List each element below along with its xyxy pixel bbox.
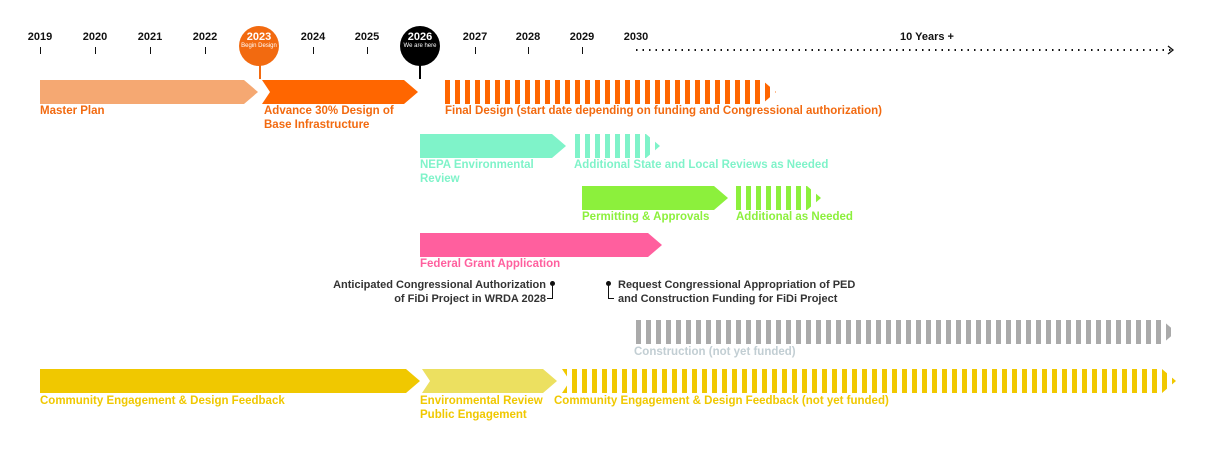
final-design-label: Final Design (start date depending on fu…: [445, 105, 883, 117]
marker-stem: [259, 65, 261, 79]
construction-arrow: [636, 320, 1176, 344]
we-are-here-marker: 2026 We are here: [400, 26, 440, 66]
appropriation-pin-icon: [606, 281, 611, 286]
year-tick: [582, 47, 583, 54]
year-label: 2021: [137, 31, 163, 43]
additional-reviews-arrow: [575, 134, 660, 158]
community-future-label: Community Engagement & Design Feedback (…: [554, 395, 889, 407]
env-public-engagement-arrow: [422, 369, 557, 393]
marker-text: Begin Design: [241, 43, 277, 49]
advance-design-arrow: [262, 80, 418, 104]
year-label: 2020: [82, 31, 108, 43]
master-plan-arrow: [40, 80, 258, 104]
year-tick: [205, 47, 206, 54]
final-design-arrow: [445, 80, 776, 104]
authorization-pin-icon: [550, 281, 555, 286]
year-tick: [475, 47, 476, 54]
nepa-label: NEPA Environmental Review: [420, 159, 534, 185]
annotation-line: of FiDi Project in WRDA 2028: [394, 293, 546, 305]
permitting-arrow: [582, 186, 728, 210]
begin-design-marker: 2023 Begin Design: [239, 26, 279, 66]
annotation-line: Request Congressional Appropriation of P…: [618, 279, 856, 291]
community-future-arrow: [562, 369, 1176, 393]
additional-needed-arrow: [736, 186, 821, 210]
additional-reviews-label: Additional State and Local Reviews as Ne…: [574, 159, 829, 171]
nepa-arrow: [420, 134, 566, 158]
year-tick: [40, 47, 41, 54]
year-label: 2019: [27, 31, 53, 43]
annotation-line: Anticipated Congressional Authorization: [333, 279, 546, 291]
year-label: 2029: [569, 31, 595, 43]
marker-text: We are here: [403, 43, 437, 49]
year-label: 2025: [354, 31, 380, 43]
additional-needed-label: Additional as Needed: [736, 211, 853, 223]
year-tick: [95, 47, 96, 54]
annotation-line: and Construction Funding for FiDi Projec…: [618, 293, 838, 305]
appropriation-annotation: Request Congressional Appropriation of P…: [618, 278, 855, 306]
community-engagement-label: Community Engagement & Design Feedback: [40, 395, 285, 407]
year-label: 2022: [192, 31, 218, 43]
marker-year: 2023: [246, 31, 272, 43]
year-label: 2027: [462, 31, 488, 43]
year-label: 2030: [623, 31, 649, 43]
ten-years-label: 10 Years +: [900, 31, 954, 43]
year-label: 2028: [515, 31, 541, 43]
marker-year: 2026: [407, 31, 433, 43]
year-label: 2024: [300, 31, 326, 43]
dotted-arrow-icon: [636, 45, 1175, 55]
marker-stem: [419, 65, 421, 79]
federal-grant-arrow: [420, 233, 662, 257]
year-tick: [528, 47, 529, 54]
master-plan-label: Master Plan: [40, 105, 105, 117]
env-public-engagement-label: Environmental Review Public Engagement: [420, 395, 543, 421]
advance-design-label: Advance 30% Design of Base Infrastructur…: [264, 105, 394, 131]
year-tick: [313, 47, 314, 54]
community-engagement-arrow: [40, 369, 420, 393]
permitting-label: Permitting & Approvals: [582, 211, 710, 223]
federal-grant-label: Federal Grant Application: [420, 258, 561, 270]
year-tick: [367, 47, 368, 54]
authorization-annotation: Anticipated Congressional Authorization …: [333, 278, 546, 306]
year-tick: [150, 47, 151, 54]
construction-label: Construction (not yet funded): [634, 346, 796, 358]
